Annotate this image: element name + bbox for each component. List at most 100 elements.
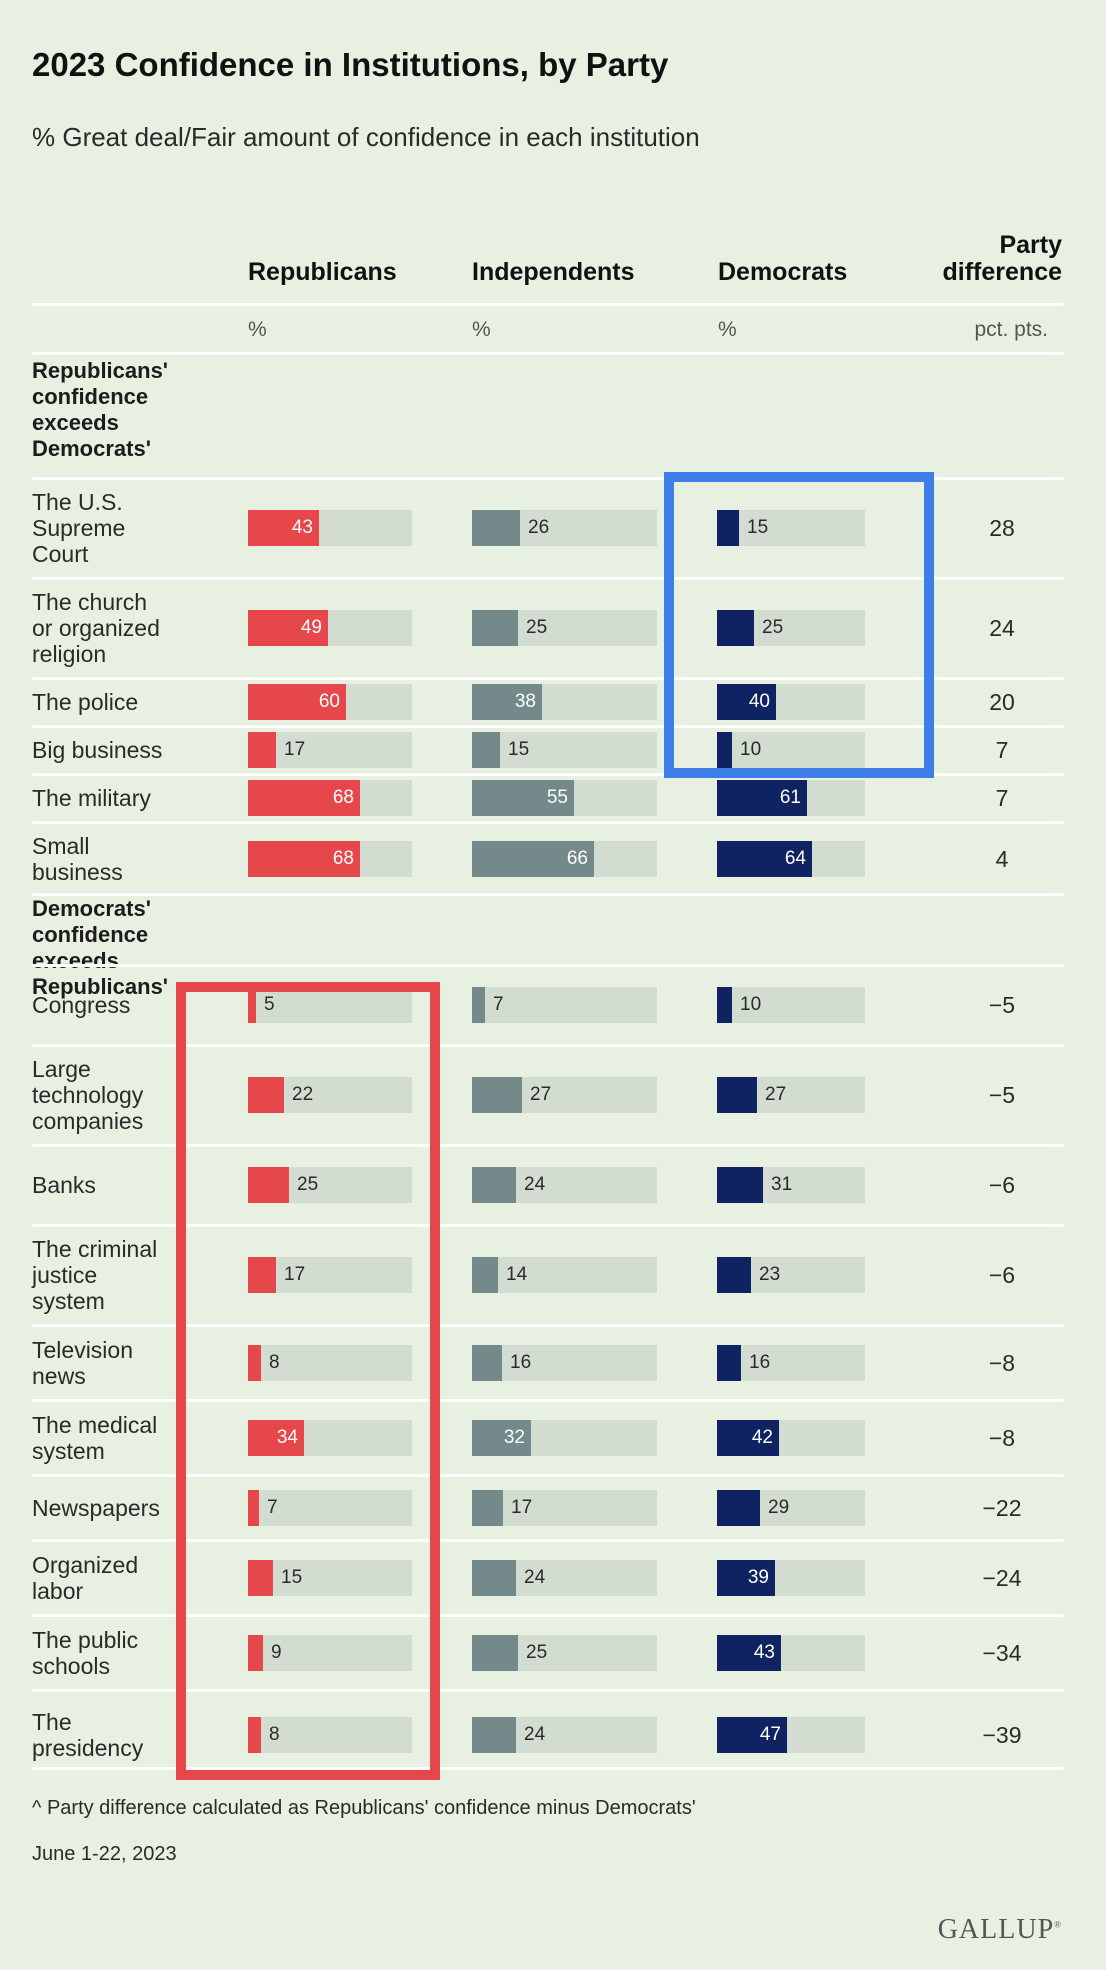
column-header-republicans: Republicans [248,258,397,286]
bar-democrats [717,1634,781,1671]
row-divider [32,1044,1064,1047]
bar-track-independents: 38 [472,684,657,720]
row-divider [32,821,1064,824]
bar-track-democrats: 43 [717,1634,865,1671]
section-divider [32,1767,1064,1770]
bar-value-democrats: 64 [784,848,806,869]
column-header-party-difference: Party difference [942,231,1062,286]
institution-label: Large technology companies [32,1056,144,1134]
unit-republicans: % [248,318,267,341]
institution-label: The police [32,689,139,715]
bar-value-republicans: 68 [332,787,354,808]
bar-track-republicans: 60 [248,684,412,720]
row-divider [32,1474,1064,1477]
institution-label: The presidency [32,1709,144,1761]
survey-date: June 1-22, 2023 [32,1843,177,1865]
bar-track-independents: 24 [472,1167,657,1203]
bar-value-democrats: 43 [753,1641,775,1663]
party-difference-value: −5 [988,1082,1016,1108]
bar-independents [472,1489,503,1526]
bar-track-republicans: 17 [248,1257,412,1293]
bar-track-independents: 25 [472,610,657,646]
row-divider [32,964,1064,967]
bar-independents [472,610,518,646]
bar-value-democrats: 47 [759,1724,781,1745]
bar-value-independents: 17 [511,1496,533,1518]
bar-value-republicans: 15 [281,1566,303,1588]
row-divider [32,477,1064,480]
footnote: ^ Party difference calculated as Republi… [32,1797,696,1819]
bar-republicans [248,1717,261,1753]
institution-label: Small business [32,833,123,885]
bar-track-democrats: 10 [717,987,865,1023]
institution-label: Organized labor [32,1551,139,1604]
bar-value-democrats: 16 [749,1351,771,1373]
bar-independents [472,1419,531,1456]
unit-democrats: % [718,318,737,341]
bar-value-independents: 66 [566,848,588,869]
logo-text: GALLUP [937,1914,1055,1945]
bar-republicans [248,1257,276,1293]
bar-democrats [717,1489,760,1526]
bar-democrats [717,841,812,877]
bar-track-democrats: 42 [717,1419,865,1456]
bar-value-republicans: 8 [269,1351,280,1373]
unit-party-difference: pct. pts. [974,318,1048,341]
bar-value-democrats: 15 [747,517,769,538]
bar-republicans [248,684,346,720]
bar-independents [472,510,520,546]
row-divider [32,1689,1064,1692]
bar-track-democrats: 64 [717,841,865,877]
bar-value-independents: 24 [524,1724,546,1745]
bar-value-republicans: 25 [297,1174,319,1195]
bar-value-republicans: 22 [292,1084,314,1105]
bar-value-independents: 55 [546,787,568,808]
bar-value-democrats: 27 [765,1084,787,1105]
bar-democrats [717,1419,779,1456]
bar-democrats [717,610,754,646]
bar-independents [472,841,594,877]
bar-democrats [717,510,739,546]
party-difference-value: −6 [988,1262,1016,1288]
bar-track-republicans: 49 [248,610,412,646]
bar-value-republicans: 49 [300,617,322,638]
bar-value-republicans: 43 [291,517,313,538]
bar-value-independents: 32 [503,1426,525,1448]
party-difference-value: 7 [995,785,1009,811]
party-difference-value: 20 [989,689,1015,715]
bar-track-democrats: 23 [717,1257,865,1293]
bar-value-republicans: 68 [332,848,354,869]
row-divider [32,1614,1064,1617]
bar-value-democrats: 39 [747,1566,769,1588]
bar-track-democrats: 15 [717,510,865,546]
bar-independents [472,732,500,768]
bar-independents [472,987,485,1023]
bar-track-independents: 24 [472,1559,657,1596]
bar-value-independents: 25 [526,1641,548,1663]
party-difference-value: −6 [988,1172,1016,1198]
bar-track-republicans: 34 [248,1419,412,1456]
bar-track-independents: 14 [472,1257,657,1293]
bar-democrats [717,1167,763,1203]
party-difference-value: −24 [982,1564,1022,1591]
bar-independents [472,1257,498,1293]
bar-republicans [248,1344,261,1381]
units-divider [32,352,1064,355]
bar-track-democrats: 40 [717,684,865,720]
bar-independents [472,1717,516,1753]
bar-track-republicans: 43 [248,510,412,546]
bar-republicans [248,510,319,546]
bar-value-democrats: 42 [751,1426,773,1448]
bar-track-republicans: 9 [248,1634,412,1671]
row-divider [32,1399,1064,1402]
bar-track-independents: 26 [472,510,657,546]
bar-track-democrats: 27 [717,1077,865,1113]
column-header-independents: Independents [472,258,635,286]
bar-value-democrats: 23 [759,1264,781,1285]
institution-label: Congress [32,992,131,1018]
bar-value-independents: 24 [524,1566,546,1588]
institution-label: Banks [32,1172,96,1198]
unit-independents: % [472,318,491,341]
bar-independents [472,1634,518,1671]
row-divider [32,725,1064,728]
